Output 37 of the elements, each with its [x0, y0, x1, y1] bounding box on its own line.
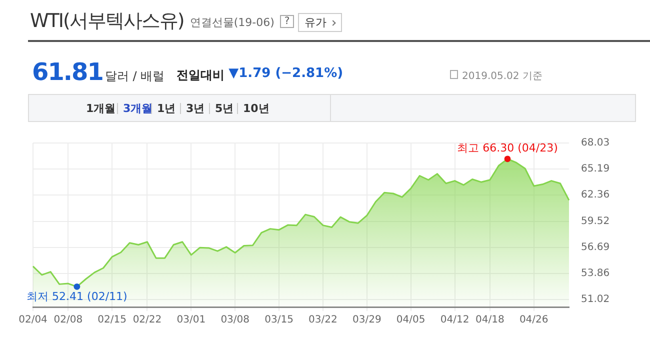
- x-tick-label: 03/29: [352, 314, 382, 326]
- text: ▼1.79 (−2.81%): [228, 66, 344, 81]
- x-tick-label: 03/08: [220, 314, 250, 326]
- text: 61.81: [32, 58, 103, 86]
- annotation: 최저 52.41 (02/11): [26, 290, 128, 304]
- x-tick-label: 03/22: [308, 314, 338, 326]
- y-tick-label: 51.02: [581, 294, 610, 306]
- text: 1년: [157, 101, 176, 116]
- x-tick-label: 02/15: [98, 314, 126, 326]
- chart-subtitle: 연결선물(19-06): [190, 15, 274, 30]
- x-tick-label: 03/15: [264, 314, 294, 326]
- text: 달러 / 배럴: [104, 68, 165, 85]
- x-tick-label: 02/04: [18, 314, 48, 326]
- annotation: 최고 66.30 (04/23): [457, 141, 558, 154]
- x-tick-label: 04/26: [519, 314, 548, 326]
- chart-title: WTI(서부텍사스유): [30, 9, 184, 34]
- text: 5년: [215, 101, 234, 116]
- y-tick-label: 62.36: [581, 190, 610, 201]
- text: 전일대비: [176, 67, 225, 84]
- text: 2019.05.02 기준: [462, 70, 542, 83]
- y-tick-label: 53.86: [581, 268, 610, 279]
- y-tick-label: 56.69: [581, 242, 610, 253]
- x-tick-label: 04/18: [476, 314, 504, 326]
- x-tick-label: 02/22: [132, 314, 162, 326]
- text: 3개월: [123, 101, 153, 116]
- y-tick-label: 68.03: [581, 138, 610, 149]
- x-tick-label: 02/08: [54, 314, 83, 326]
- text: 1개월: [86, 101, 116, 116]
- text: 10년: [243, 101, 270, 116]
- text: 3년: [186, 101, 205, 116]
- x-tick-label: 04/12: [440, 314, 470, 326]
- text: ?: [280, 15, 294, 28]
- x-tick-label: 03/01: [176, 314, 206, 326]
- x-tick-label: 04/05: [396, 314, 426, 326]
- text: 유가: [298, 13, 342, 32]
- y-tick-label: 65.19: [581, 164, 610, 175]
- y-tick-label: 59.52: [581, 216, 610, 227]
